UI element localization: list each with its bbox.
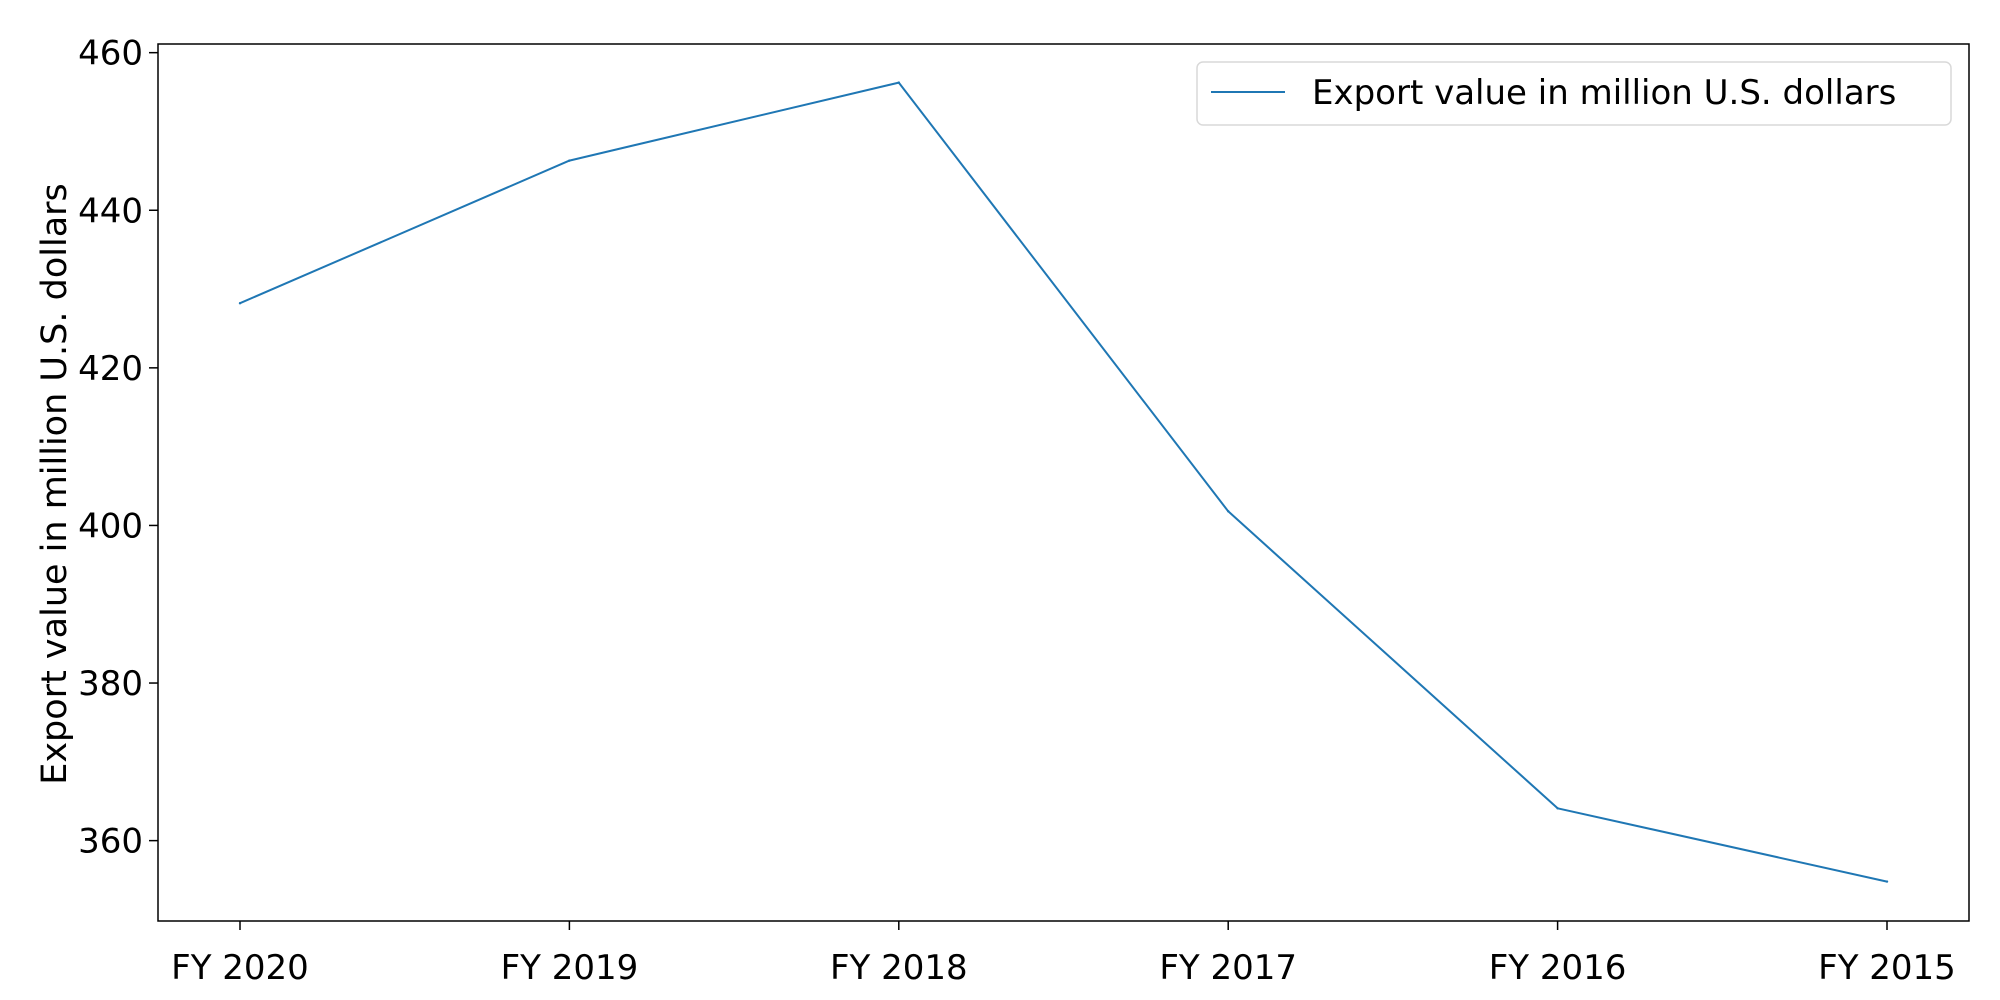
data-point: [1556, 807, 1559, 810]
y-tick-label: 380: [78, 664, 143, 704]
x-tick-label: FY 2018: [830, 948, 968, 988]
y-tick-label: 460: [78, 34, 143, 74]
x-axis-ticks: FY 2020 FY 2019 FY 2018 FY 2017 FY 2016 FY 20…: [171, 921, 1956, 988]
data-point: [897, 81, 900, 84]
x-tick-label: FY 2020: [171, 948, 309, 988]
x-tick-label: FY 2016: [1489, 948, 1627, 988]
y-tick-label: 420: [78, 349, 143, 389]
data-point: [1885, 880, 1889, 883]
x-tick-label: FY 2015: [1818, 948, 1956, 988]
legend: Export value in million U.S. dollars: [1196, 61, 1952, 126]
series-layer: [238, 81, 1889, 883]
y-tick-label: 360: [78, 822, 143, 862]
y-axis-label: Export value in million U.S. dollars: [35, 183, 75, 785]
data-point: [238, 302, 242, 305]
legend-box: [1196, 61, 1952, 126]
x-tick-label: FY 2017: [1159, 948, 1297, 988]
plot-area-frame: [157, 43, 1970, 922]
x-tick-label: FY 2019: [501, 948, 639, 988]
data-point: [568, 159, 571, 162]
legend-label: Export value in million U.S. dollars: [1312, 73, 1896, 113]
series-line: [239, 81, 1888, 883]
data-point: [1227, 510, 1230, 513]
y-tick-label: 440: [78, 191, 143, 231]
y-axis-ticks: 360 380 400 420 440 460: [78, 34, 158, 862]
y-tick-label: 400: [78, 506, 143, 546]
